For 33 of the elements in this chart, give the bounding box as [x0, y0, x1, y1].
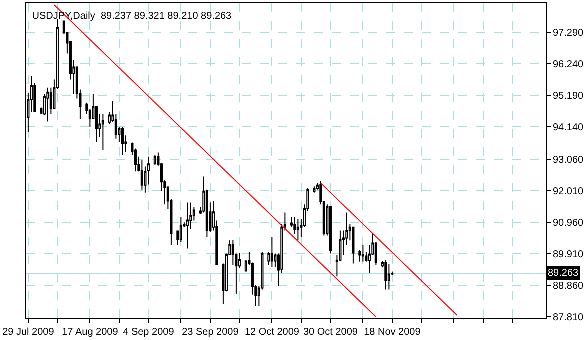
x-tick-label: 23 Sep 2009 — [182, 327, 240, 338]
x-tick-label: 12 Oct 2009 — [244, 327, 300, 338]
x-tick-label: 4 Sep 2009 — [123, 327, 175, 338]
y-tick-label: 89.910 — [553, 250, 584, 261]
y-tick-label: 95.190 — [553, 91, 584, 102]
candlestick — [121, 127, 124, 156]
y-tick-label: 90.960 — [553, 218, 584, 230]
candlestick — [186, 202, 189, 250]
y-tick-label: 94.140 — [553, 122, 584, 134]
candlestick — [384, 260, 388, 290]
candlestick — [154, 154, 156, 166]
y-tick-label: 88.860 — [553, 281, 584, 292]
x-tick-label: 30 Oct 2009 — [303, 327, 358, 338]
candlestick — [352, 226, 355, 264]
x-tick-label: 18 Nov 2009 — [364, 327, 422, 338]
y-tick-label: 96.240 — [553, 60, 584, 71]
candlestick — [362, 244, 364, 262]
candlestick — [270, 236, 274, 268]
candlestick — [388, 264, 390, 290]
candlestick — [46, 87, 50, 122]
candlestick — [329, 206, 332, 254]
candlestick — [313, 186, 316, 194]
candlestick — [102, 114, 104, 151]
candlestick — [140, 160, 144, 190]
y-tick-label: 92.010 — [553, 186, 584, 198]
y-tick-label: 87.810 — [553, 312, 584, 324]
candlestick — [296, 218, 300, 242]
ref-line-label: 89.263 — [548, 268, 580, 279]
candlestick — [180, 217, 182, 243]
x-tick-label: 29 Jul 2009 — [2, 327, 55, 338]
y-tick-label: 93.060 — [553, 155, 584, 166]
y-tick-label: 97.290 — [553, 28, 584, 40]
x-tick-label: 17 Aug 2009 — [62, 327, 119, 338]
